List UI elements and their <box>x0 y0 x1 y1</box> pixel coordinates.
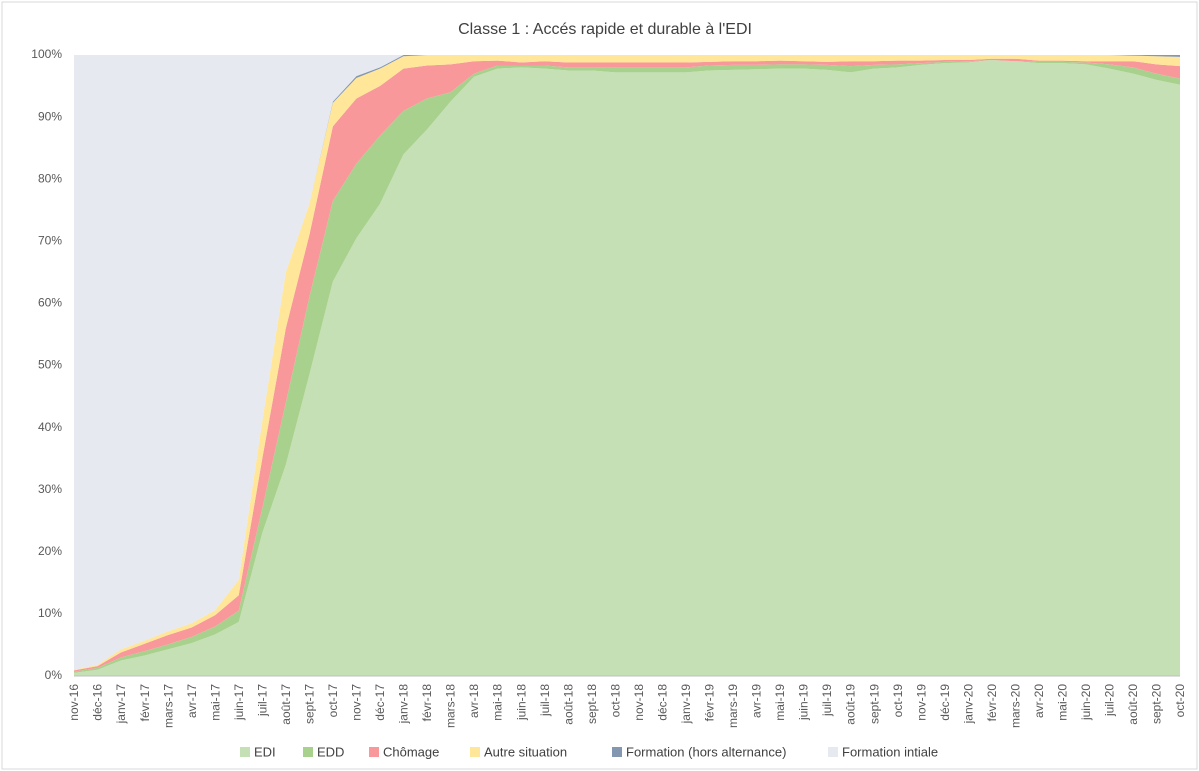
x-tick-label: juin-19 <box>797 684 811 721</box>
x-tick-label: janv-19 <box>679 684 693 725</box>
x-tick-label: févr-19 <box>703 684 717 722</box>
x-tick-label: févr-18 <box>420 684 434 722</box>
y-tick-label: 40% <box>38 420 62 434</box>
x-tick-label: avr-18 <box>467 684 481 718</box>
x-tick-label: juil-20 <box>1103 684 1117 717</box>
x-tick-label: déc-16 <box>91 684 105 721</box>
x-tick-label: juil-17 <box>255 684 269 717</box>
area <box>74 59 1180 673</box>
legend-label: Formation intiale <box>842 744 938 759</box>
y-tick-label: 70% <box>38 233 62 247</box>
x-tick-label: sept-19 <box>867 684 881 724</box>
x-tick-label: janv-20 <box>961 684 975 725</box>
x-tick-label: févr-17 <box>138 684 152 722</box>
legend-label: EDI <box>254 744 276 759</box>
x-tick-label: sept-20 <box>1150 684 1164 724</box>
legend-label: EDD <box>317 744 344 759</box>
x-tick-label: déc-17 <box>373 684 387 721</box>
x-tick-label: avr-20 <box>1032 684 1046 718</box>
x-tick-label: mai-17 <box>208 684 222 721</box>
y-tick-label: 10% <box>38 606 62 620</box>
legend-swatch <box>240 747 250 757</box>
x-tick-label: mars-20 <box>1008 684 1022 728</box>
x-tick-label: oct-18 <box>608 684 622 718</box>
x-tick-label: mai-19 <box>773 684 787 721</box>
x-tick-label: déc-18 <box>655 684 669 721</box>
x-tick-label: oct-19 <box>891 684 905 718</box>
x-tick-label: août-18 <box>561 684 575 725</box>
x-tick-label: nov-18 <box>632 684 646 721</box>
legend-swatch <box>828 747 838 757</box>
x-tick-label: août-17 <box>279 684 293 725</box>
y-tick-label: 80% <box>38 171 62 185</box>
y-tick-label: 0% <box>45 668 63 682</box>
x-tick-label: oct-20 <box>1173 684 1187 718</box>
x-tick-label: mars-19 <box>726 684 740 728</box>
x-tick-label: nov-16 <box>67 684 81 721</box>
x-tick-label: janv-18 <box>397 684 411 725</box>
legend-swatch <box>470 747 480 757</box>
y-tick-label: 20% <box>38 544 62 558</box>
x-tick-label: juil-18 <box>538 684 552 717</box>
area <box>74 59 1180 676</box>
legend-label: Autre situation <box>484 744 567 759</box>
area <box>74 55 1180 670</box>
x-tick-label: juin-18 <box>514 684 528 721</box>
x-tick-label: déc-19 <box>938 684 952 721</box>
y-tick-label: 90% <box>38 109 62 123</box>
y-tick-label: 30% <box>38 482 62 496</box>
x-tick-label: mars-17 <box>161 684 175 728</box>
legend-label: Chômage <box>383 744 439 759</box>
x-tick-label: août-19 <box>844 684 858 725</box>
legend-swatch <box>303 747 313 757</box>
y-tick-label: 100% <box>31 47 62 61</box>
x-tick-label: oct-17 <box>326 684 340 718</box>
x-tick-label: juil-19 <box>820 684 834 717</box>
legend-swatch <box>612 747 622 757</box>
x-tick-label: févr-20 <box>985 684 999 722</box>
x-tick-label: mars-18 <box>444 684 458 728</box>
x-tick-label: nov-17 <box>350 684 364 721</box>
y-tick-label: 60% <box>38 296 62 310</box>
x-tick-label: juin-17 <box>232 684 246 721</box>
legend-label: Formation (hors alternance) <box>626 744 786 759</box>
y-tick-label: 50% <box>38 358 62 372</box>
x-tick-label: mai-18 <box>491 684 505 721</box>
x-tick-label: sept-17 <box>302 684 316 724</box>
x-tick-label: nov-19 <box>914 684 928 721</box>
x-tick-label: janv-17 <box>114 684 128 725</box>
x-tick-label: avr-17 <box>185 684 199 718</box>
x-tick-label: juin-20 <box>1079 684 1093 721</box>
legend-swatch <box>369 747 379 757</box>
x-tick-label: mai-20 <box>1056 684 1070 721</box>
x-tick-label: sept-18 <box>585 684 599 724</box>
x-tick-label: août-20 <box>1126 684 1140 725</box>
chart-title: Classe 1 : Accés rapide et durable à l'E… <box>458 21 752 38</box>
x-tick-label: avr-19 <box>750 684 764 718</box>
